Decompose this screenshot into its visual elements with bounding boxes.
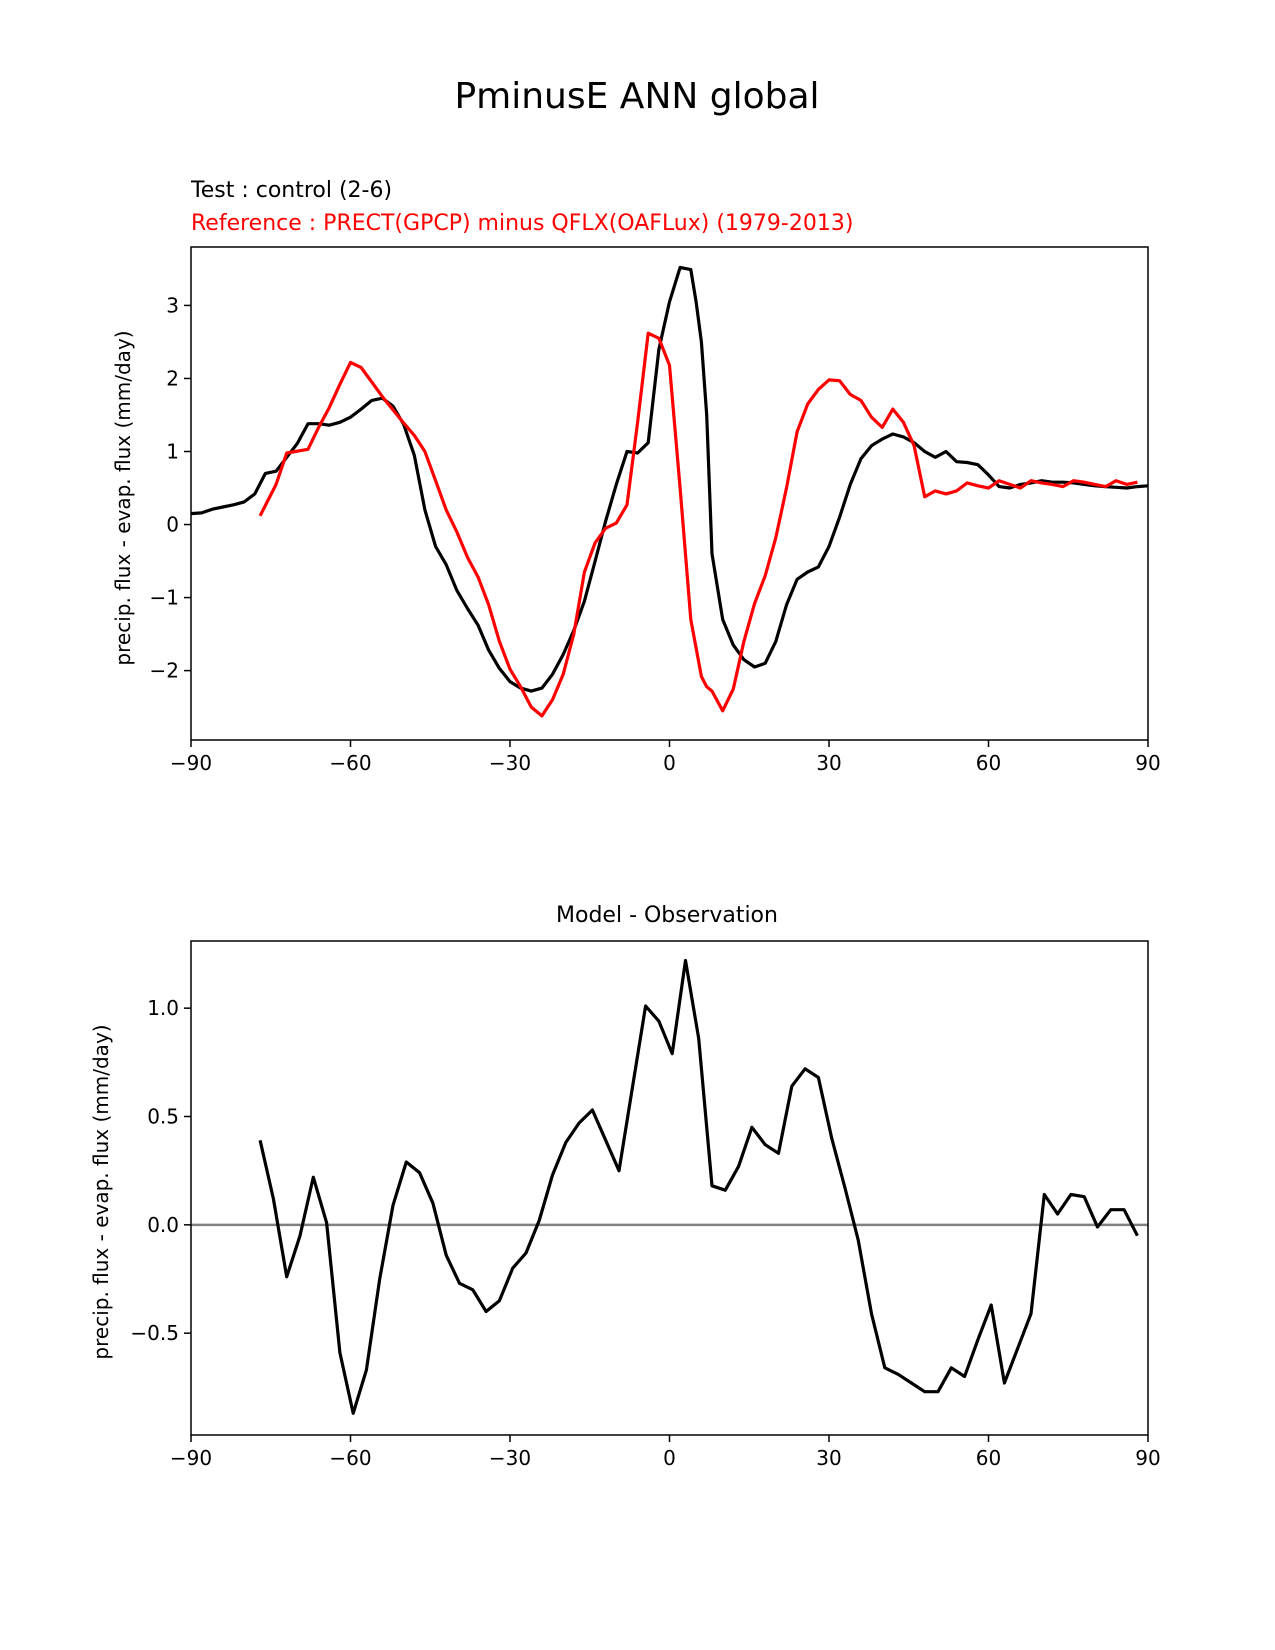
top-xtick-label: 60 xyxy=(976,751,1001,775)
bottom-xtick-label: 0 xyxy=(663,1446,676,1470)
top-ytick-label: −1 xyxy=(150,586,179,610)
bottom-series-difference xyxy=(258,958,1139,1415)
bottom-axes: −90 −60 −30 0 30 60 90 −0.5 0.0 0.5 1.0 xyxy=(130,940,1161,1470)
bottom-title: Model - Observation xyxy=(556,903,778,928)
bottom-ylabel: precip. flux - evap. flux (mm/day) xyxy=(89,1024,113,1359)
top-panel: Test : control (2-6) Reference : PRECT(G… xyxy=(111,178,1161,775)
top-xtick-label: −90 xyxy=(170,751,212,775)
top-ytick-label: 0 xyxy=(166,513,179,537)
reference-label: Reference : PRECT(GPCP) minus QFLX(OAFLu… xyxy=(191,211,853,236)
bottom-ytick-label: 0.5 xyxy=(147,1105,179,1129)
top-axes-frame xyxy=(190,246,1149,741)
top-ytick-label: 1 xyxy=(166,440,179,464)
bottom-xtick-label: −60 xyxy=(329,1446,371,1470)
top-series-reference xyxy=(258,331,1138,718)
top-ytick-label: −2 xyxy=(150,659,179,683)
top-xtick-label: 0 xyxy=(663,751,676,775)
top-axes: −90 −60 −30 0 30 60 90 −2 −1 0 1 2 3 xyxy=(150,246,1161,775)
bottom-ytick-label: −0.5 xyxy=(130,1321,179,1345)
top-xtick-label: 30 xyxy=(816,751,841,775)
bottom-ytick-label: 0.0 xyxy=(147,1213,179,1237)
bottom-xtick-label: 30 xyxy=(816,1446,841,1470)
test-label: Test : control (2-6) xyxy=(190,178,392,203)
bottom-xtick-label: −30 xyxy=(489,1446,531,1470)
bottom-xtick-label: 60 xyxy=(976,1446,1001,1470)
top-xtick-label: −30 xyxy=(489,751,531,775)
figure-title: PminusE ANN global xyxy=(454,76,819,117)
top-ytick-label: 3 xyxy=(166,293,179,317)
bottom-panel: Model - Observation −90 −60 −30 0 30 60 90 −0.5… xyxy=(89,903,1161,1470)
top-ylabel: precip. flux - evap. flux (mm/day) xyxy=(111,330,135,665)
top-xtick-label: −60 xyxy=(329,751,371,775)
bottom-ytick-label: 1.0 xyxy=(147,996,179,1020)
bottom-xtick-label: −90 xyxy=(170,1446,212,1470)
top-series-test xyxy=(190,265,1149,693)
top-ytick-label: 2 xyxy=(166,366,179,390)
bottom-axes-frame xyxy=(190,940,1149,1436)
bottom-xtick-label: 90 xyxy=(1135,1446,1160,1470)
top-xtick-label: 90 xyxy=(1135,751,1160,775)
